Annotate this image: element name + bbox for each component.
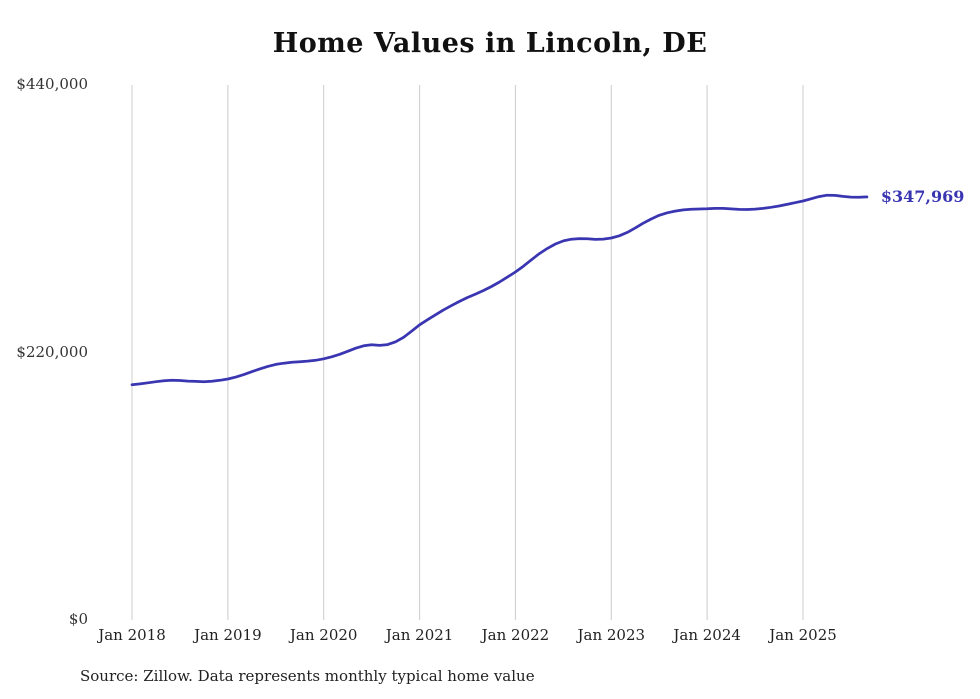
x-axis-tick-label: Jan 2019 [194, 626, 262, 644]
latest-value-label: $347,969 [880, 186, 965, 206]
x-axis-tick-label: Jan 2022 [481, 626, 550, 644]
y-axis-tick-label: $0 [68, 610, 88, 628]
x-axis-tick-label: Jan 2024 [673, 626, 741, 644]
x-axis-tick-label: Jan 2021 [385, 626, 454, 644]
x-axis-tick-label: Jan 2023 [577, 626, 646, 644]
y-axis-tick-label: $220,000 [16, 342, 88, 361]
home-value-line [130, 193, 869, 387]
x-axis-tick-label: Jan 2025 [769, 626, 837, 644]
x-axis-tick-label: Jan 2018 [98, 626, 166, 644]
y-axis-tick-label: $440,000 [16, 75, 88, 93]
chart-title: Home Values in Lincoln, DE [272, 28, 708, 59]
x-axis-tick-label: Jan 2020 [289, 626, 358, 644]
source-note: Source: Zillow. Data represents monthly … [80, 667, 535, 685]
